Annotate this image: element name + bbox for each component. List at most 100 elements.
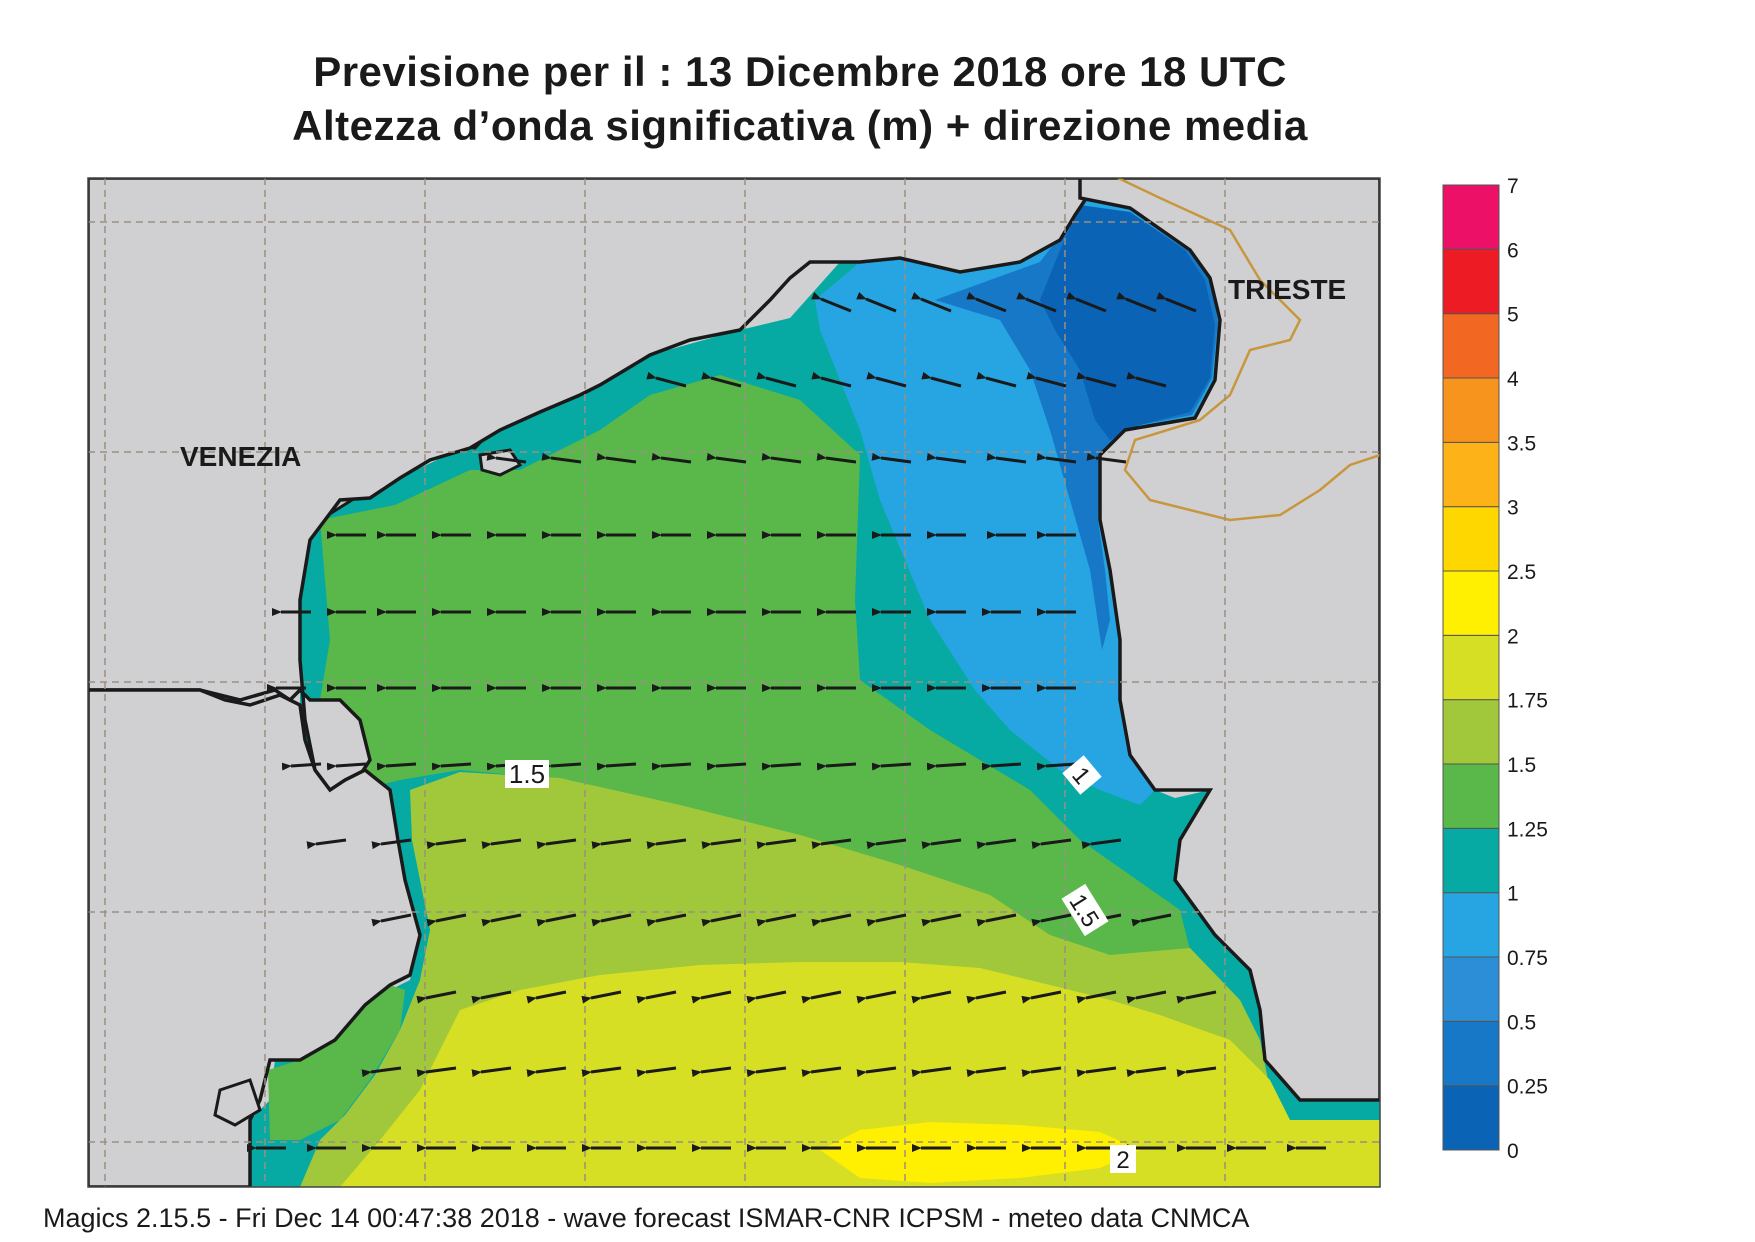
direction-arrow [1016,291,1057,313]
direction-arrow [691,990,732,1004]
direction-arrow [426,838,467,850]
colorbar-swatch [1442,313,1500,379]
plot-frame [87,177,1381,1188]
contour-label-1: 1 [1062,755,1102,795]
colorbar-tick-label: 0.25 [1507,1076,1548,1099]
colorbar-tick-label: 0 [1507,1140,1519,1163]
south-islands [213,1078,262,1127]
direction-arrow [706,762,747,771]
direction-arrow [871,762,912,771]
direction-arrow [471,1066,512,1078]
direction-arrow [1031,838,1072,850]
colorbar-tick-label: 4 [1507,368,1519,391]
direction-arrow [471,990,512,1004]
direction-arrow [921,371,962,388]
direction-arrow [581,1066,622,1078]
direction-arrow [536,913,577,927]
direction-arrow [1156,291,1197,313]
direction-arrow [911,1066,952,1078]
footer-credits: Magics 2.15.5 - Fri Dec 14 00:47:38 2018… [43,1203,1250,1233]
map-title-variable: Altezza d’onda significativa (m) + direz… [292,102,1308,149]
direction-arrow [416,990,457,1004]
colorbar-swatch [1442,634,1500,701]
wave-band-1.25-1.5 [320,375,1190,960]
direction-arrow [376,762,417,771]
direction-arrow [1021,1066,1062,1078]
direction-arrow [1026,371,1067,388]
colorbar-tick-label: 6 [1507,239,1519,262]
colorbar-tick-label: 1.25 [1507,818,1548,841]
colorbar-swatch [1442,1020,1500,1087]
direction-arrow [761,762,802,771]
direction-arrow [636,1066,677,1078]
colorbar-tick-label: 2 [1507,625,1519,648]
direction-arrow [646,371,687,388]
direction-arrow [371,838,412,850]
direction-arrow [1076,990,1117,1004]
direction-arrow [591,913,632,927]
direction-arrow [866,838,907,850]
direction-arrow [926,452,967,464]
direction-arrow [966,1066,1007,1078]
direction-arrow [746,1066,787,1078]
direction-arrow [1176,990,1217,1004]
colorbar-swatch [1442,506,1500,572]
direction-arrow [371,913,412,927]
direction-arrow [981,762,1022,771]
colorbar-tick-label: 3 [1507,497,1519,520]
direction-arrow [1086,452,1127,464]
direction-arrow [911,291,952,313]
colorbar-tick-label: 0.5 [1507,1011,1536,1034]
direction-arrow [966,990,1007,1004]
direction-arrow [801,1066,842,1078]
direction-arrow [976,838,1017,850]
direction-arrow [646,838,687,850]
direction-arrow [1076,1066,1117,1078]
direction-arrow [1031,913,1072,927]
istria-land [1078,178,1380,1102]
direction-arrow [1126,990,1167,1004]
colorbar-tick-label: 1.5 [1507,754,1536,777]
direction-arrow [536,838,577,850]
west-coast-land [88,688,422,1187]
north-coast-land [88,178,1087,792]
direction-arrow [756,838,797,850]
direction-arrow [691,1066,732,1078]
direction-arrow [1036,452,1077,464]
direction-arrow [866,913,907,927]
direction-arrow [761,452,802,464]
colorbar-legend: 0 0.25 0.5 0.75 1 1.25 1.5 1.75 2 2.5 3 3.5 4 5 6 7 [1442,175,1548,1163]
direction-arrow [596,762,637,771]
colorbar-swatch [1442,827,1500,894]
colorbar-swatch [1442,248,1500,315]
colorbar-swatch [1442,956,1500,1022]
wave-band-1.25-1.5-south [268,980,405,1140]
national-border [1117,178,1380,522]
direction-arrow [811,371,852,388]
wave-band-0.25-0.5 [1040,205,1215,440]
direction-arrow [1116,291,1157,313]
direction-arrow [856,990,897,1004]
colorbar-tick-label: 2.5 [1507,561,1536,584]
contour-label-1.5-east: 1.5 [1061,883,1109,937]
svg-text:1.5: 1.5 [509,759,545,789]
direction-arrow [816,452,857,464]
colorbar-tick-label: 1 [1507,883,1519,906]
colorbar-swatch [1442,570,1500,636]
direction-arrow [921,913,962,927]
colorbar-swatch [1442,441,1500,508]
direction-arrow [486,452,527,464]
direction-arrow [701,838,742,850]
wave-direction-arrows [247,291,1326,1152]
contour-label-2: 2 [1110,1145,1136,1174]
direction-arrow [756,913,797,927]
colorbar-tick-label: 3.5 [1507,432,1536,455]
colorbar-swatch [1442,184,1500,250]
direction-arrow [706,452,747,464]
direction-arrow [1131,913,1172,927]
graticule [88,178,1380,1187]
direction-arrow [581,990,622,1004]
direction-arrow [871,452,912,464]
direction-arrow [976,913,1017,927]
